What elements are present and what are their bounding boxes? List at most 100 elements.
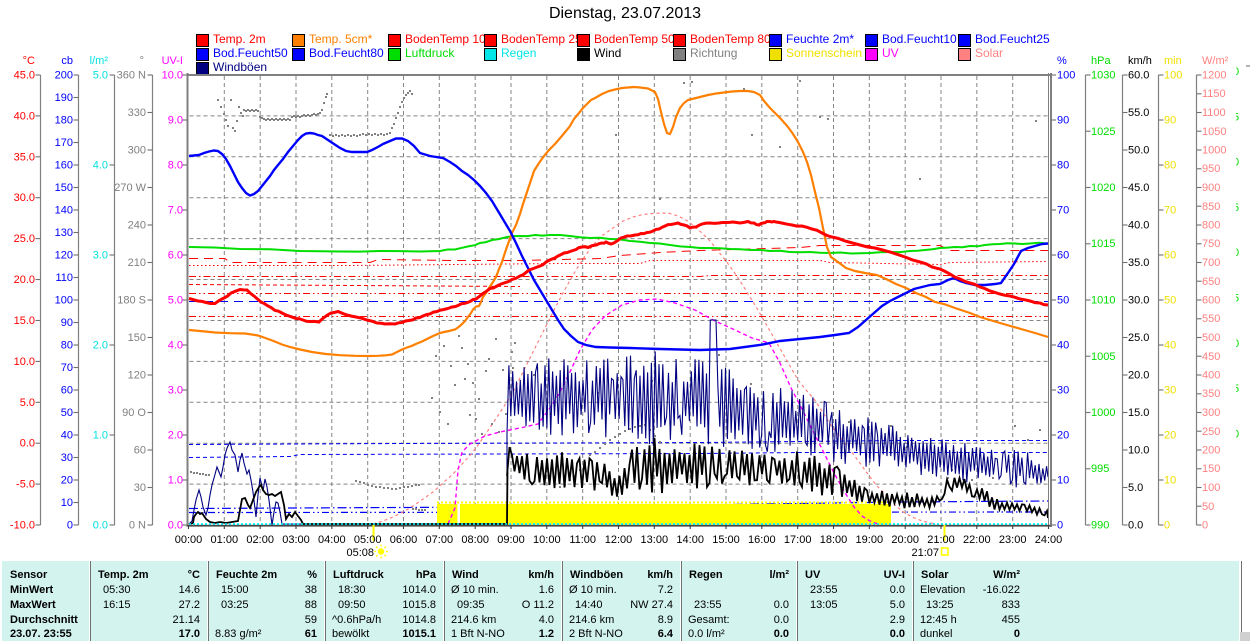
- svg-text:°: °: [140, 55, 144, 67]
- svg-text:400: 400: [1202, 370, 1220, 382]
- svg-text:03:00: 03:00: [282, 534, 310, 546]
- svg-text:l/m²: l/m²: [90, 55, 109, 67]
- svg-text:1050: 1050: [1202, 126, 1226, 138]
- svg-text:30: 30: [1164, 385, 1176, 397]
- svg-text:1010: 1010: [1091, 295, 1115, 307]
- svg-text:5: 5: [1233, 111, 1239, 123]
- svg-text:23:00: 23:00: [999, 534, 1027, 546]
- svg-text:60.0: 60.0: [1128, 70, 1149, 82]
- svg-text:0: 0: [1164, 520, 1170, 532]
- svg-text:12:00: 12:00: [605, 534, 633, 546]
- svg-text:180: 180: [55, 115, 73, 127]
- svg-text:0.0: 0.0: [93, 520, 108, 532]
- svg-text:990: 990: [1091, 520, 1109, 532]
- svg-text:20.0: 20.0: [1128, 370, 1149, 382]
- svg-text:995: 995: [1091, 463, 1109, 475]
- svg-text:1.0: 1.0: [168, 475, 183, 487]
- svg-text:25.0: 25.0: [1128, 332, 1149, 344]
- svg-text:4.0: 4.0: [168, 340, 183, 352]
- svg-text:120: 120: [55, 250, 73, 262]
- svg-text:950: 950: [1202, 163, 1220, 175]
- svg-text:240: 240: [128, 220, 146, 232]
- svg-text:-10.0: -10.0: [10, 520, 35, 532]
- svg-text:10:00: 10:00: [533, 534, 561, 546]
- svg-text:-5.0: -5.0: [16, 479, 35, 491]
- svg-text:10.0: 10.0: [162, 70, 183, 82]
- svg-text:20.0: 20.0: [14, 274, 35, 286]
- svg-text:11:00: 11:00: [569, 534, 596, 546]
- svg-text:70: 70: [1164, 205, 1176, 217]
- svg-text:0.0: 0.0: [168, 520, 183, 532]
- svg-text:70: 70: [61, 362, 73, 374]
- svg-text:10: 10: [1164, 475, 1176, 487]
- svg-text:60: 60: [1057, 250, 1069, 262]
- svg-text:0: 0: [1233, 66, 1239, 78]
- svg-text:1.0: 1.0: [93, 430, 108, 442]
- svg-text:140: 140: [55, 205, 73, 217]
- svg-text:40: 40: [1057, 340, 1069, 352]
- svg-text:5: 5: [1233, 383, 1239, 395]
- svg-text:0.0: 0.0: [1128, 520, 1143, 532]
- svg-text:750: 750: [1202, 238, 1220, 250]
- svg-text:500: 500: [1202, 332, 1220, 344]
- svg-text:1000: 1000: [1202, 145, 1226, 157]
- svg-text:800: 800: [1202, 220, 1220, 232]
- svg-text:21:00: 21:00: [927, 534, 955, 546]
- svg-text:1020: 1020: [1091, 182, 1115, 194]
- svg-text:0 N: 0 N: [129, 520, 146, 532]
- svg-text:90 O: 90 O: [122, 407, 146, 419]
- svg-text:70: 70: [1057, 205, 1069, 217]
- svg-text:15.0: 15.0: [14, 315, 35, 327]
- svg-text:21:07: 21:07: [911, 547, 939, 559]
- svg-text:04:00: 04:00: [318, 534, 346, 546]
- svg-text:90: 90: [61, 317, 73, 329]
- svg-text:130: 130: [55, 227, 73, 239]
- svg-text:5.0: 5.0: [1128, 482, 1143, 494]
- svg-text:330: 330: [128, 107, 146, 119]
- svg-text:20:00: 20:00: [891, 534, 919, 546]
- svg-text:300: 300: [128, 145, 146, 157]
- svg-text:150: 150: [1202, 463, 1220, 475]
- svg-text:01:00: 01:00: [211, 534, 239, 546]
- svg-text:UV-I: UV-I: [162, 55, 183, 67]
- svg-text:100: 100: [1057, 70, 1075, 82]
- svg-text:0: 0: [1233, 338, 1239, 350]
- svg-text:45.0: 45.0: [1128, 182, 1149, 194]
- svg-text:550: 550: [1202, 313, 1220, 325]
- svg-text:13:00: 13:00: [641, 534, 669, 546]
- svg-text:20: 20: [61, 475, 73, 487]
- svg-text:0: 0: [1233, 428, 1239, 440]
- svg-text:170: 170: [55, 137, 73, 149]
- svg-text:50: 50: [61, 407, 73, 419]
- svg-text:60: 60: [61, 385, 73, 397]
- svg-text:18:00: 18:00: [820, 534, 848, 546]
- svg-text:km/h: km/h: [1128, 55, 1152, 67]
- svg-text:250: 250: [1202, 426, 1220, 438]
- svg-text:30: 30: [61, 452, 73, 464]
- svg-text:190: 190: [55, 92, 73, 104]
- svg-text:5: 5: [1233, 202, 1239, 214]
- svg-text:50.0: 50.0: [1128, 145, 1149, 157]
- svg-text:200: 200: [55, 70, 73, 82]
- svg-text:30: 30: [1057, 385, 1069, 397]
- svg-text:0: 0: [1233, 157, 1239, 169]
- svg-text:1100: 1100: [1202, 107, 1226, 119]
- svg-text:1000: 1000: [1091, 407, 1115, 419]
- svg-text:30.0: 30.0: [1128, 295, 1149, 307]
- svg-text:4.0: 4.0: [93, 160, 108, 172]
- svg-text:10: 10: [61, 497, 73, 509]
- svg-text:60: 60: [134, 445, 146, 457]
- svg-text:50: 50: [1202, 501, 1214, 513]
- svg-text:300: 300: [1202, 407, 1220, 419]
- svg-text:06:00: 06:00: [390, 534, 418, 546]
- svg-text:55.0: 55.0: [1128, 107, 1149, 119]
- svg-text:8.0: 8.0: [168, 160, 183, 172]
- svg-text:100: 100: [1202, 482, 1220, 494]
- svg-text:60: 60: [1164, 250, 1176, 262]
- svg-text:40: 40: [1164, 340, 1176, 352]
- svg-text:°C: °C: [23, 55, 35, 67]
- svg-text:24:00: 24:00: [1035, 534, 1063, 546]
- svg-text:30.0: 30.0: [14, 192, 35, 204]
- svg-text:450: 450: [1202, 351, 1220, 363]
- svg-text:90: 90: [1164, 115, 1176, 127]
